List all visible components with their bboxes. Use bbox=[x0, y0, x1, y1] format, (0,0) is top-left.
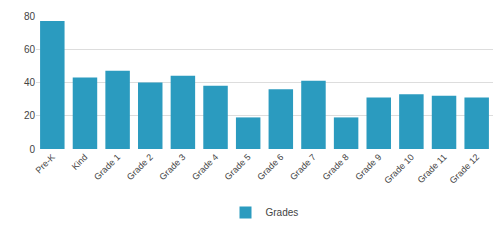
svg-text:Grade 3: Grade 3 bbox=[157, 152, 187, 182]
svg-text:Grade 9: Grade 9 bbox=[353, 152, 383, 182]
svg-text:Grade 2: Grade 2 bbox=[125, 152, 155, 182]
svg-text:Grade 6: Grade 6 bbox=[255, 152, 285, 182]
svg-text:Pre-K: Pre-K bbox=[34, 152, 57, 175]
svg-text:Grade 5: Grade 5 bbox=[223, 152, 253, 182]
svg-text:80: 80 bbox=[24, 11, 36, 22]
svg-text:Grade 10: Grade 10 bbox=[382, 152, 416, 186]
svg-text:Grade 8: Grade 8 bbox=[321, 152, 351, 182]
svg-text:Grade 1: Grade 1 bbox=[92, 152, 122, 182]
svg-text:Grade 12: Grade 12 bbox=[448, 152, 482, 186]
svg-text:20: 20 bbox=[24, 110, 36, 121]
svg-text:Grade 11: Grade 11 bbox=[416, 152, 449, 185]
svg-text:0: 0 bbox=[29, 144, 35, 155]
svg-text:40: 40 bbox=[24, 77, 36, 88]
svg-text:Grade 7: Grade 7 bbox=[288, 152, 318, 182]
svg-text:Grades: Grades bbox=[266, 207, 299, 218]
svg-text:Grade 4: Grade 4 bbox=[190, 152, 220, 182]
svg-text:60: 60 bbox=[24, 44, 36, 55]
svg-text:Kind: Kind bbox=[70, 152, 90, 172]
